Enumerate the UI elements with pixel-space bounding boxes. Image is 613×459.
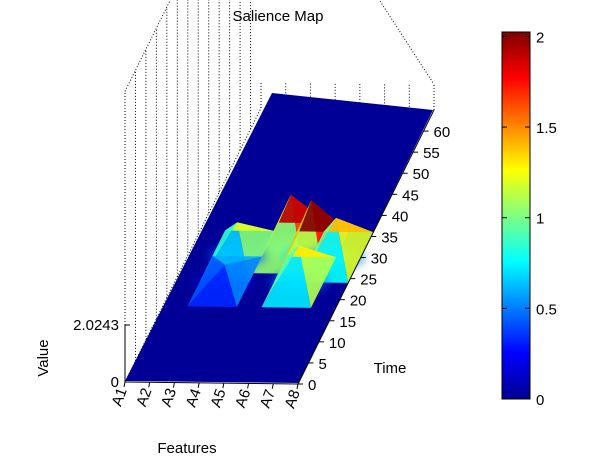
x-tick-label: A4: [183, 386, 205, 409]
x-tick: [197, 382, 200, 388]
colorbar-tick-label: 0: [536, 392, 544, 409]
y-tick-label: 30: [371, 251, 388, 268]
x-tick-label: A6: [232, 387, 254, 410]
surface-peak: [261, 245, 337, 308]
y-tick-label: 10: [329, 335, 346, 352]
y-axis-label: Time: [374, 360, 407, 377]
x-tick: [271, 383, 274, 389]
y-tick-label: 0: [308, 377, 316, 394]
x-tick: [222, 383, 225, 389]
x-tick-label: A5: [207, 387, 229, 410]
chart-title: Salience Map: [233, 8, 324, 25]
y-tick-label: 45: [402, 187, 419, 204]
colorbar-tick-label: 1.5: [536, 120, 557, 137]
x-tick-label: A8: [282, 388, 304, 411]
z-axis-label: Value: [35, 339, 52, 376]
colorbar-tick-label: 0.5: [536, 301, 557, 318]
y-tick-label: 55: [423, 145, 440, 162]
x-axis-line: [124, 381, 299, 385]
colorbar-tick-label: 1: [536, 211, 544, 228]
z-tick-label: 2.0243: [73, 317, 119, 334]
y-tick-label: 50: [413, 166, 430, 183]
z-tick-label: 0: [111, 374, 119, 391]
colorbar-tick-label: 2: [536, 29, 544, 46]
x-tick-label: A7: [257, 387, 279, 410]
y-tick-label: 25: [360, 272, 377, 289]
y-tick-label: 20: [350, 293, 367, 310]
x-tick: [247, 383, 250, 389]
y-tick-label: 5: [318, 356, 326, 373]
x-tick-label: A1: [109, 386, 131, 409]
y-tick-label: 40: [392, 208, 409, 225]
x-tick-label: A3: [158, 386, 180, 409]
x-axis-label: Features: [157, 440, 216, 457]
x-tick-label: A2: [133, 386, 155, 409]
colorbar: [501, 31, 531, 400]
x-tick: [296, 383, 299, 390]
y-tick-label: 35: [381, 229, 398, 246]
y-tick-label: 15: [339, 314, 356, 331]
x-tick: [123, 381, 126, 388]
surface-peak: [187, 255, 262, 307]
x-tick: [172, 382, 175, 388]
x-tick: [148, 382, 151, 388]
surface-peaks: [187, 194, 374, 308]
y-tick-label: 60: [434, 124, 451, 141]
y-axis-line: [297, 109, 435, 385]
